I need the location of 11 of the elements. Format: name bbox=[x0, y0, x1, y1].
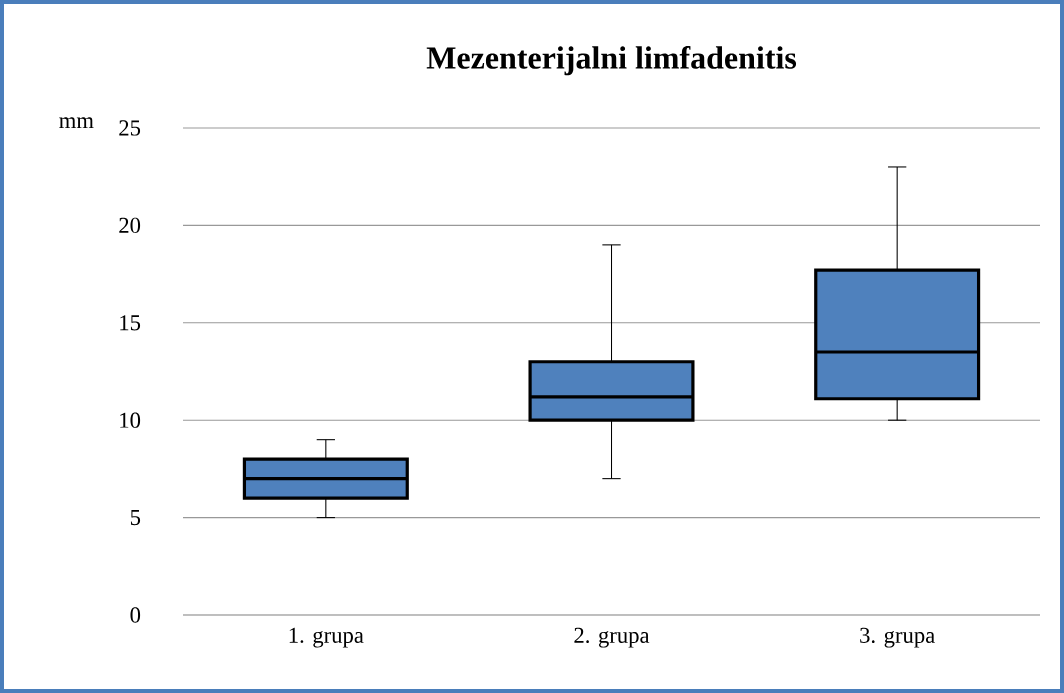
y-tick-label: 25 bbox=[119, 120, 141, 136]
y-tick-label: 0 bbox=[130, 607, 141, 623]
x-tick-label: 3. grupa bbox=[860, 627, 935, 648]
x-tick-label: 2. grupa bbox=[574, 627, 650, 648]
y-tick-label: 5 bbox=[130, 510, 141, 526]
y-tick-label: 20 bbox=[119, 217, 141, 234]
x-tick-label: 1. grupa bbox=[289, 627, 364, 648]
y-axis-title: mm bbox=[59, 117, 94, 128]
y-tick-label: 15 bbox=[120, 315, 141, 331]
chart-title: Mezenterijalni limfadenitis bbox=[426, 45, 797, 76]
y-tick-label: 10 bbox=[120, 412, 141, 428]
